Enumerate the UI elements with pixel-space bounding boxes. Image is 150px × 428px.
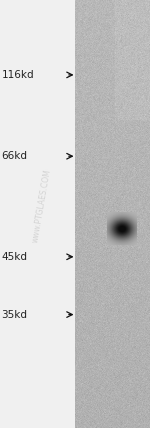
Text: 66kd: 66kd [2,151,27,161]
Text: www.PTGLAES.COM: www.PTGLAES.COM [31,168,53,243]
Text: 45kd: 45kd [2,252,27,262]
Bar [0,0,75,428]
Text: 116kd: 116kd [2,70,34,80]
Text: 35kd: 35kd [2,309,27,320]
